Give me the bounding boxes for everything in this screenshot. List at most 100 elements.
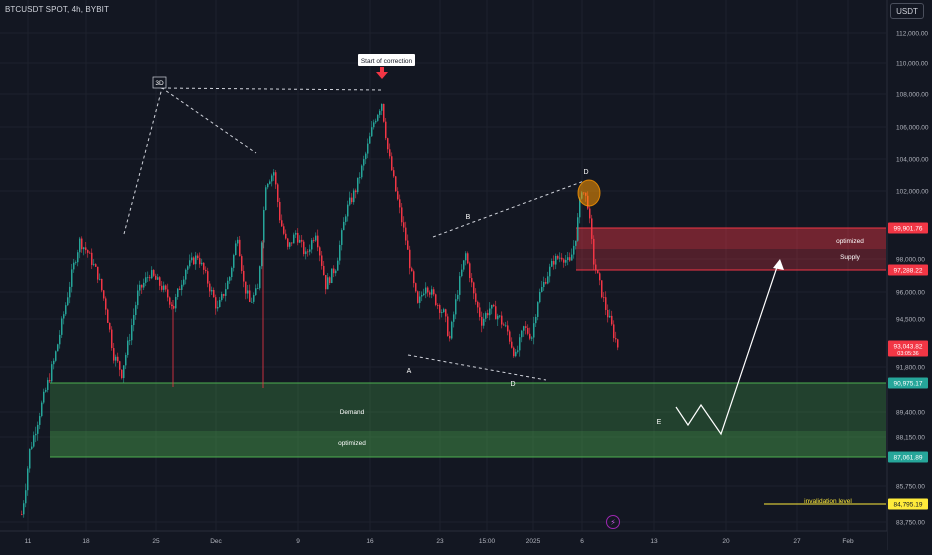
- candle-body: [561, 257, 563, 260]
- candle-body: [597, 270, 599, 274]
- candle-body: [83, 247, 85, 250]
- candle-body: [437, 305, 439, 306]
- candle-body: [69, 286, 71, 298]
- candle-body: [335, 270, 337, 274]
- candle-body: [411, 268, 413, 272]
- candle-body: [327, 277, 329, 290]
- candle-body: [565, 259, 567, 263]
- candle-body: [291, 242, 293, 244]
- candle-body: [573, 245, 575, 255]
- candle-body: [317, 235, 319, 248]
- candle-body: [43, 391, 45, 403]
- candle-body: [301, 239, 303, 242]
- lightning-event-icon[interactable]: ⚡: [606, 515, 620, 529]
- candle-body: [443, 309, 445, 313]
- price-tag-label: 99,901.76: [894, 226, 923, 233]
- candle-body: [305, 251, 307, 255]
- candle-body: [431, 289, 433, 295]
- candle-body: [201, 262, 203, 265]
- candle-body: [105, 298, 107, 310]
- candle-body: [49, 380, 51, 382]
- candle-body: [551, 260, 553, 267]
- wave-point-b: B: [466, 214, 471, 221]
- candle-body: [181, 284, 183, 290]
- chart-grid: [0, 0, 886, 531]
- candle-body: [119, 361, 121, 370]
- candle-body: [491, 304, 493, 309]
- supply-zone-upper: [576, 228, 886, 250]
- candle-body: [345, 216, 347, 222]
- candle-body: [109, 322, 111, 330]
- price-tick-label: 96,000.00: [896, 290, 925, 297]
- time-tick-label: 6: [580, 538, 584, 545]
- candle-body: [399, 199, 401, 208]
- time-tick-label: 27: [793, 538, 801, 545]
- candle-body: [189, 260, 191, 267]
- price-tag-label: 84,795.19: [894, 501, 923, 508]
- price-tick-label: 89,400.00: [896, 410, 925, 417]
- currency-button[interactable]: USDT: [890, 3, 924, 19]
- candle-body: [287, 238, 289, 247]
- candle-body: [21, 514, 23, 516]
- candle-body: [341, 230, 343, 245]
- candle-body: [219, 300, 221, 308]
- candle-body: [515, 351, 517, 357]
- candle-body: [131, 325, 133, 341]
- candle-body: [293, 234, 295, 244]
- candle-body: [67, 297, 69, 306]
- candle-body: [199, 258, 201, 265]
- candle-body: [29, 448, 31, 469]
- wave-point-d-low: D: [510, 381, 515, 388]
- candle-body: [553, 260, 555, 265]
- candle-body: [543, 282, 545, 287]
- candle-body: [577, 217, 579, 241]
- candle-body: [211, 289, 213, 292]
- demand-zone-label-top: Demand: [340, 409, 365, 416]
- candle-body: [331, 268, 333, 284]
- candle-body: [85, 247, 87, 251]
- candle-body: [339, 244, 341, 261]
- candle-body: [135, 305, 137, 315]
- candle-body: [249, 290, 251, 302]
- candle-body: [579, 198, 581, 218]
- candle-body: [483, 318, 485, 326]
- candle-body: [445, 309, 447, 317]
- candle-body: [549, 266, 551, 277]
- candle-body: [285, 233, 287, 239]
- candle-body: [369, 136, 371, 144]
- candle-body: [473, 282, 475, 294]
- candle-body: [125, 355, 127, 366]
- candle-body: [423, 293, 425, 296]
- candle-body: [87, 250, 89, 253]
- candle-body: [353, 190, 355, 203]
- candle-body: [229, 277, 231, 281]
- candle-body: [375, 120, 377, 123]
- candle-body: [475, 293, 477, 302]
- supply-zone-label-top: optimized: [836, 238, 864, 245]
- candle-body: [343, 221, 345, 231]
- candle-body: [557, 255, 559, 259]
- candle-body: [499, 315, 501, 317]
- candle-body: [421, 295, 423, 297]
- wave-top-line: [161, 87, 383, 91]
- candle-body: [405, 227, 407, 241]
- candle-body: [487, 313, 489, 316]
- candle-body: [121, 369, 123, 379]
- start-of-correction-box: [358, 54, 415, 66]
- candle-body: [25, 490, 27, 504]
- candle-body: [351, 197, 353, 203]
- wave-point-e: E: [657, 419, 662, 426]
- candle-body: [381, 103, 383, 111]
- price-tick-label: 106,000.00: [896, 125, 929, 132]
- candle-body: [309, 249, 311, 252]
- candle-body: [111, 329, 113, 349]
- candle-body: [463, 260, 465, 270]
- candle-body: [245, 281, 247, 294]
- candle-body: [333, 268, 335, 274]
- candle-body: [403, 222, 405, 228]
- candle-body: [59, 334, 61, 345]
- candle-body: [129, 340, 131, 342]
- candle-body: [497, 315, 499, 320]
